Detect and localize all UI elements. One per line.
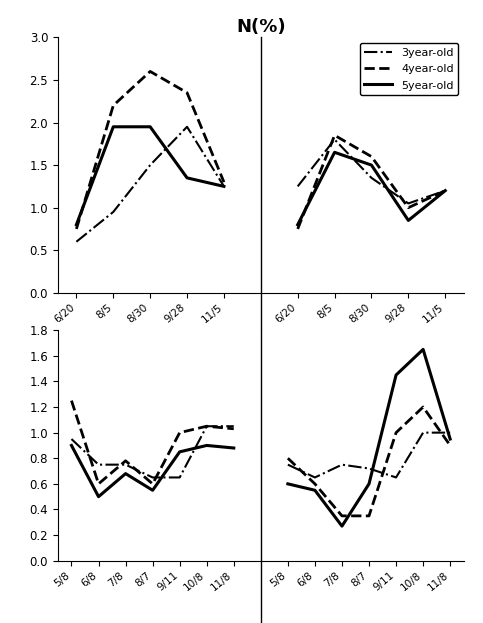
Title: N(%): N(%) <box>236 18 285 36</box>
Legend: 3year-old, 4year-old, 5year-old: 3year-old, 4year-old, 5year-old <box>360 43 458 95</box>
Text: Paddy: Paddy <box>129 364 171 378</box>
Text: 2011: 2011 <box>243 400 278 414</box>
Text: Upland: Upland <box>347 364 396 378</box>
